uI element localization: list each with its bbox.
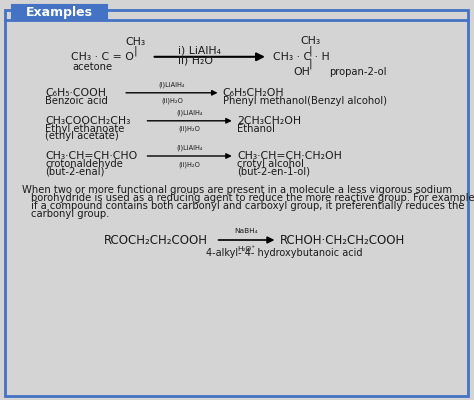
FancyBboxPatch shape bbox=[5, 10, 468, 396]
Text: (ethyl acetate): (ethyl acetate) bbox=[45, 131, 119, 141]
Text: CH₃: CH₃ bbox=[125, 37, 145, 47]
Text: (i)LiAlH₄: (i)LiAlH₄ bbox=[176, 144, 203, 151]
Text: CH₃COOCH₂CH₃: CH₃COOCH₂CH₃ bbox=[45, 116, 130, 126]
Text: crotonaldehyde: crotonaldehyde bbox=[45, 159, 123, 169]
Text: |: | bbox=[133, 46, 137, 56]
Text: (i)LiAlH₄: (i)LiAlH₄ bbox=[159, 81, 185, 88]
Text: H₂O⁺: H₂O⁺ bbox=[237, 246, 255, 252]
Text: CH₃·CH=CH·CHO: CH₃·CH=CH·CHO bbox=[45, 151, 137, 161]
Text: CH₃·CH=CH·CH₂OH: CH₃·CH=CH·CH₂OH bbox=[237, 151, 342, 161]
Text: Ethyl ethanoate: Ethyl ethanoate bbox=[45, 124, 124, 134]
Text: Examples: Examples bbox=[26, 6, 93, 19]
Text: Phenyl methanol(Benzyl alcohol): Phenyl methanol(Benzyl alcohol) bbox=[223, 96, 387, 106]
Text: acetone: acetone bbox=[73, 62, 112, 72]
Text: C₆H₅CH₂OH: C₆H₅CH₂OH bbox=[223, 88, 284, 98]
Text: (i)LiAlH₄: (i)LiAlH₄ bbox=[176, 109, 203, 116]
Text: 4-alkyl- 4- hydroxybutanoic acid: 4-alkyl- 4- hydroxybutanoic acid bbox=[206, 248, 363, 258]
Text: (but-2-enal): (but-2-enal) bbox=[45, 166, 104, 176]
Text: RCHOH·CH₂CH₂COOH: RCHOH·CH₂CH₂COOH bbox=[280, 234, 405, 246]
Text: (ii)H₂O: (ii)H₂O bbox=[161, 98, 183, 104]
Text: CH₃ · C · H: CH₃ · C · H bbox=[273, 52, 329, 62]
Text: Ethanol: Ethanol bbox=[237, 124, 275, 134]
Text: 2CH₃CH₂OH: 2CH₃CH₂OH bbox=[237, 116, 301, 126]
Text: (ii)H₂O: (ii)H₂O bbox=[179, 126, 201, 132]
Text: CH₃ · C = O: CH₃ · C = O bbox=[71, 52, 134, 62]
Text: |: | bbox=[309, 45, 312, 56]
Text: RCOCH₂CH₂COOH: RCOCH₂CH₂COOH bbox=[104, 234, 208, 246]
Text: crotyl alcohol: crotyl alcohol bbox=[237, 159, 304, 169]
Text: (but-2-en-1-ol): (but-2-en-1-ol) bbox=[237, 166, 310, 176]
Text: Benzoic acid: Benzoic acid bbox=[45, 96, 108, 106]
Text: OH: OH bbox=[293, 67, 310, 77]
Text: NaBH₄: NaBH₄ bbox=[235, 228, 258, 234]
Text: ii) H₂O: ii) H₂O bbox=[178, 56, 213, 66]
Text: (ii)H₂O: (ii)H₂O bbox=[179, 161, 201, 168]
FancyBboxPatch shape bbox=[12, 5, 107, 20]
Text: When two or more functional groups are present in a molecule a less vigorous sod: When two or more functional groups are p… bbox=[22, 185, 452, 195]
Text: borohydride is used as a reducing agent to reduce the more reactive group. For e: borohydride is used as a reducing agent … bbox=[31, 193, 474, 203]
Text: carbonyl group.: carbonyl group. bbox=[31, 209, 109, 219]
Text: i) LiAlH₄: i) LiAlH₄ bbox=[178, 45, 221, 55]
Text: C₆H₅·COOH: C₆H₅·COOH bbox=[45, 88, 106, 98]
Text: if a compound contains both carbonyl and carboxyl group, it preferentially reduc: if a compound contains both carbonyl and… bbox=[31, 201, 465, 211]
Text: |: | bbox=[309, 59, 312, 69]
Text: propan-2-ol: propan-2-ol bbox=[329, 67, 387, 77]
Text: CH₃: CH₃ bbox=[301, 36, 320, 46]
